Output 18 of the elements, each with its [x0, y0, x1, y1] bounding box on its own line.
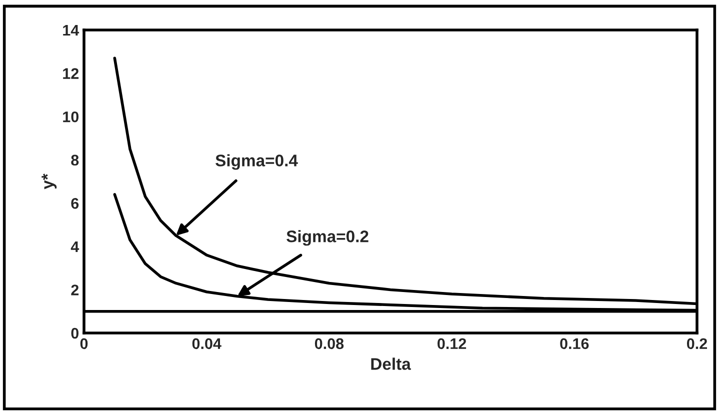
x-tick-label: 0.16	[560, 338, 589, 350]
y-tick-label: 2	[71, 284, 79, 296]
annotation: Sigma=0.2	[286, 230, 368, 246]
y-tick-label: 8	[71, 154, 79, 166]
x-tick-label: 0.12	[438, 338, 466, 350]
y-tick-label: 6	[71, 198, 79, 209]
y-axis-title: y*	[42, 174, 57, 190]
annotation: Sigma=0.4	[216, 154, 298, 170]
x-tick-label: 0.08	[314, 338, 344, 350]
y-tick-label: 4	[70, 241, 80, 252]
x-tick-label: 0.2	[686, 338, 708, 350]
y-tick-label: 0	[71, 328, 79, 339]
y-tick-label: 10	[63, 111, 79, 122]
x-tick-label: 0	[80, 338, 88, 350]
x-tick-label: 0.04	[192, 338, 222, 350]
y-tick-label: 12	[63, 68, 79, 79]
x-axis-title: Delta	[371, 358, 411, 370]
y-tick-label: 14	[63, 25, 80, 36]
